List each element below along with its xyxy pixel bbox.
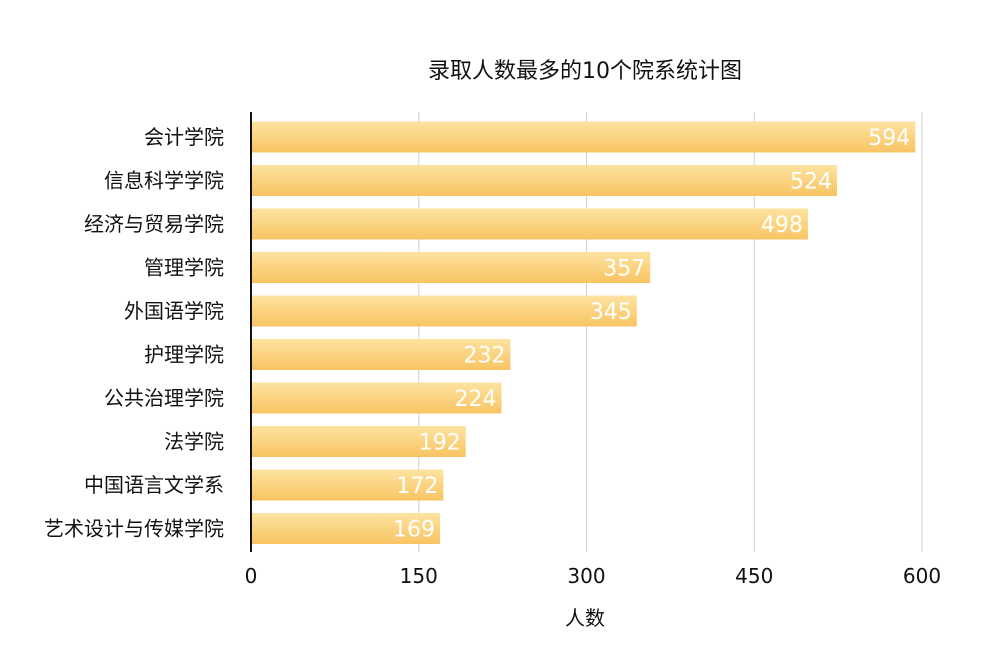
bar xyxy=(251,469,444,501)
bar xyxy=(251,165,838,196)
data-label: 232 xyxy=(463,344,505,369)
category-label: 经济与贸易学院 xyxy=(84,212,224,236)
bar xyxy=(251,121,916,153)
data-label: 172 xyxy=(396,474,438,499)
data-label: 345 xyxy=(590,300,632,325)
x-tick-label: 600 xyxy=(903,564,941,588)
chart-title: 录取人数最多的10个院系统计图 xyxy=(428,59,742,84)
data-label: 498 xyxy=(761,213,803,238)
category-label: 会计学院 xyxy=(144,125,224,149)
bar xyxy=(251,295,637,327)
bar xyxy=(251,426,466,457)
x-tick-labels: 0 150 300 450 600 xyxy=(245,564,941,588)
bar xyxy=(251,252,651,283)
category-label: 管理学院 xyxy=(144,256,224,280)
x-tick-label: 300 xyxy=(567,564,605,588)
bars: 594 524 498 357 345 232 224 192 172 169 xyxy=(251,121,916,544)
data-label: 524 xyxy=(790,170,832,195)
x-axis-title: 人数 xyxy=(565,606,605,630)
x-tick-label: 450 xyxy=(735,564,773,588)
bar xyxy=(251,208,808,240)
category-label: 信息科学学院 xyxy=(104,169,224,193)
data-label: 357 xyxy=(603,257,645,282)
bar xyxy=(251,382,502,414)
x-tick-label: 0 xyxy=(245,564,258,588)
data-label: 169 xyxy=(393,518,435,543)
x-tick-label: 150 xyxy=(400,564,438,588)
bar xyxy=(251,513,440,544)
category-label: 艺术设计与传媒学院 xyxy=(44,517,224,541)
data-label: 192 xyxy=(419,431,461,456)
category-labels: 会计学院信息科学学院经济与贸易学院管理学院外国语学院护理学院公共治理学院法学院中… xyxy=(44,125,224,541)
category-label: 护理学院 xyxy=(144,343,224,367)
category-label: 法学院 xyxy=(164,430,224,454)
category-label: 中国语言文学系 xyxy=(84,473,224,497)
data-label: 594 xyxy=(868,126,910,151)
category-label: 外国语学院 xyxy=(124,299,224,323)
data-label: 224 xyxy=(455,387,497,412)
bar xyxy=(251,339,511,370)
category-label: 公共治理学院 xyxy=(104,386,224,410)
